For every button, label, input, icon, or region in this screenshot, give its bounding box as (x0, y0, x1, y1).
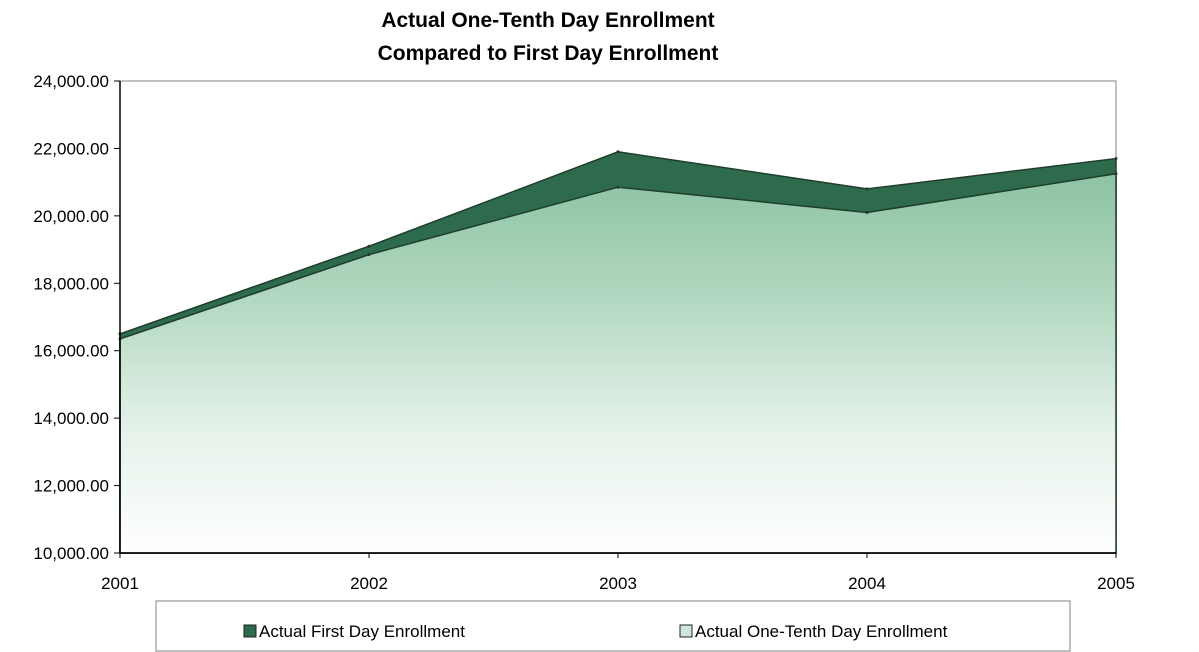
data-point-one-tenth-day (367, 253, 371, 257)
x-tick-label: 2004 (848, 574, 886, 593)
y-tick-label: 16,000.00 (33, 342, 109, 361)
data-point-first-day (367, 244, 371, 248)
series-area-one-tenth-day (119, 172, 1117, 554)
chart-title-line-2: Compared to First Day Enrollment (378, 42, 719, 65)
x-tick-label: 2003 (599, 574, 637, 593)
data-point-first-day (1114, 157, 1118, 161)
x-tick-label: 2002 (350, 574, 388, 593)
y-tick-label: 10,000.00 (33, 544, 109, 563)
legend-item-one-tenth-day-label: Actual One-Tenth Day Enrollment (695, 622, 948, 641)
y-tick-label: 12,000.00 (33, 477, 109, 496)
legend-box (155, 600, 1071, 652)
y-tick-label: 18,000.00 (33, 274, 109, 293)
x-tick-label: 2001 (101, 574, 139, 593)
legend-item-first-day-swatch (243, 624, 257, 638)
x-tick-label: 2005 (1097, 574, 1135, 593)
data-point-first-day (865, 187, 869, 191)
y-tick-label: 20,000.00 (33, 207, 109, 226)
legend: Actual First Day Enrollment Actual One-Te… (155, 600, 1071, 652)
data-point-one-tenth-day (616, 185, 620, 189)
y-tick-label: 22,000.00 (33, 139, 109, 158)
data-point-one-tenth-day (865, 210, 869, 214)
data-point-first-day (616, 150, 620, 154)
legend-item-one-tenth-day-swatch (679, 624, 693, 638)
y-tick-label: 24,000.00 (33, 72, 109, 91)
chart-title-line-1: Actual One-Tenth Day Enrollment (381, 9, 714, 32)
y-tick-label: 14,000.00 (33, 409, 109, 428)
legend-item-first-day-label: Actual First Day Enrollment (259, 622, 465, 641)
data-point-one-tenth-day (1114, 172, 1118, 176)
